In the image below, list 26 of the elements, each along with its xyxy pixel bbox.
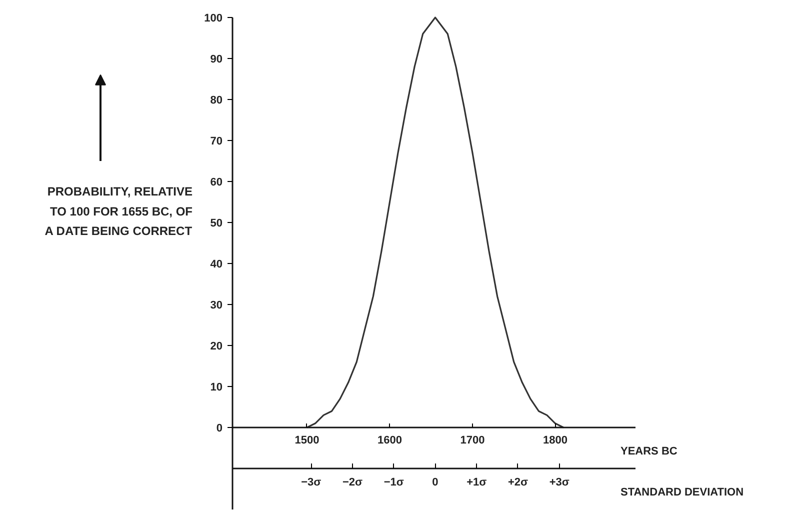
y-tick-label: 40	[210, 258, 223, 270]
x-axis-title: YEARS BC	[620, 446, 678, 458]
y-tick-label: 60	[210, 176, 223, 188]
y-tick-label: 70	[210, 136, 223, 148]
y-tick-label: 30	[210, 300, 223, 312]
y-tick-label: 100	[204, 12, 223, 24]
x-tick-label: 1700	[460, 434, 485, 446]
y-tick-label: 90	[210, 54, 223, 66]
line-series	[306, 16, 564, 428]
x2-tick-label: −2σ	[342, 476, 363, 488]
x-tick-label: 1600	[377, 434, 402, 446]
y-tick-label: 80	[210, 94, 223, 106]
y-tick-label: 20	[210, 340, 223, 352]
x2-tick-label: 0	[432, 476, 438, 488]
x-tick-label: 1800	[542, 434, 568, 446]
y-axis-title: PROBABILITY, RELATIVE TO 100 FOR 1655 BC, OF A DATE BEING CORRECT	[44, 184, 193, 238]
x2-axis-title: STANDARD DEVIATION	[620, 486, 744, 498]
x-tick-label: 1500	[294, 434, 320, 446]
x2-tick-label: −3σ	[301, 476, 322, 488]
x2-tick-label: +1σ	[466, 476, 488, 488]
y-tick-label: 50	[210, 218, 223, 230]
y-tick-label: 10	[210, 382, 223, 394]
y-tick-label: 0	[216, 422, 223, 434]
x2-tick-label: +2σ	[508, 476, 528, 488]
x2-tick-label: −1σ	[384, 476, 404, 488]
x2-tick-label: +3σ	[549, 476, 570, 488]
